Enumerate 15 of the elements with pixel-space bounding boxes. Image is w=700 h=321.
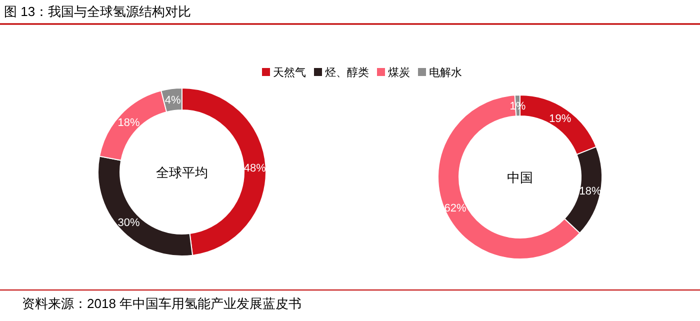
data-label: 48% (244, 162, 266, 174)
data-label: 18% (118, 117, 140, 130)
data-label: 19% (549, 112, 572, 125)
data-label: 30% (118, 216, 140, 229)
caption: 图 13：我国与全球氢源结构对比 (4, 4, 192, 19)
legend-label: 天然气 (273, 67, 306, 79)
data-label: 18% (579, 185, 602, 198)
text: 资料来源：2018 年中国车用氢能产业发展蓝皮书 (22, 296, 302, 311)
text: 中国 (507, 170, 533, 185)
data-label: 4% (164, 94, 182, 107)
legend-label: 煤炭 (388, 66, 410, 79)
legend-label: 烃、醇类 (325, 66, 369, 79)
data-label: 62% (444, 202, 467, 214)
legend-label: 电解水 (429, 66, 462, 79)
text: 全球平均 (156, 165, 208, 180)
